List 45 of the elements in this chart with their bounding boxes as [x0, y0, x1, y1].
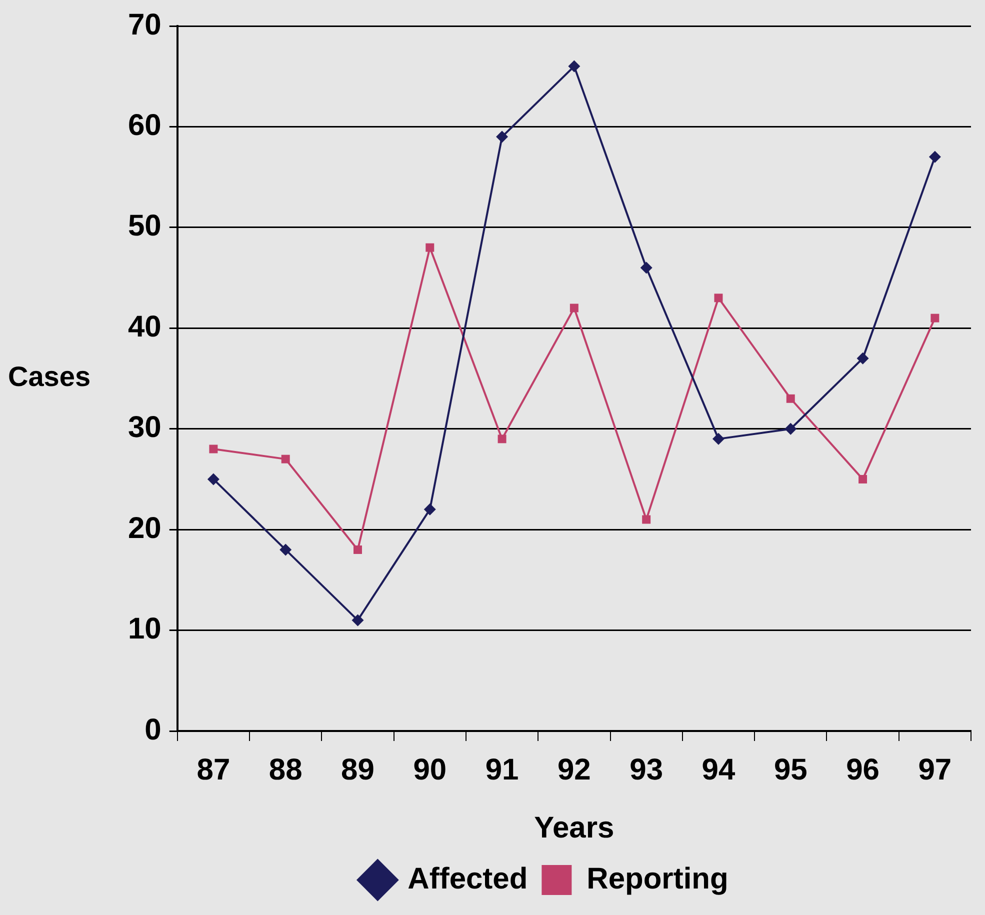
- point: [784, 422, 797, 435]
- point: [642, 515, 651, 524]
- legend-label: Affected: [408, 862, 528, 896]
- point: [786, 394, 795, 403]
- point: [207, 473, 220, 486]
- point: [281, 454, 290, 464]
- point: [858, 474, 868, 484]
- point: [930, 314, 940, 322]
- point: [712, 432, 724, 445]
- y-tick-label: 60: [128, 108, 162, 142]
- x-tick-label: 96: [846, 753, 880, 786]
- y-tick-label: 0: [144, 713, 162, 746]
- point: [424, 503, 436, 516]
- x-tick-label: 97: [918, 753, 952, 786]
- x-tick-label: 89: [341, 753, 374, 786]
- point: [856, 352, 869, 364]
- point: [570, 304, 578, 312]
- x-tick-label: 95: [774, 753, 808, 786]
- y-tick-label: 40: [128, 310, 162, 344]
- y-tick-label: 10: [128, 612, 162, 646]
- x-axis-title: Years: [534, 811, 614, 844]
- x-tick-label: 91: [485, 753, 519, 786]
- y-tick-label: 50: [128, 210, 162, 243]
- point: [209, 444, 218, 454]
- point: [498, 434, 506, 444]
- x-tick-label: 92: [557, 753, 591, 786]
- point: [352, 614, 364, 626]
- point: [714, 294, 723, 302]
- point: [280, 544, 292, 556]
- x-tick-label: 88: [268, 753, 302, 786]
- point: [353, 545, 362, 554]
- point: [640, 262, 652, 274]
- x-tick-label: 87: [196, 753, 230, 786]
- x-tick-label: 94: [702, 753, 736, 786]
- y-tick-label: 30: [128, 411, 162, 444]
- x-tick-label: 93: [630, 753, 664, 786]
- point: [568, 60, 580, 72]
- y-axis-title: Cases: [8, 361, 91, 392]
- point: [928, 150, 941, 163]
- y-tick-label: 20: [128, 512, 162, 545]
- point: [496, 130, 508, 143]
- point: [426, 243, 434, 252]
- y-tick-label: 70: [128, 8, 162, 42]
- x-tick-label: 90: [413, 753, 447, 786]
- legend-label: Reporting: [586, 862, 728, 896]
